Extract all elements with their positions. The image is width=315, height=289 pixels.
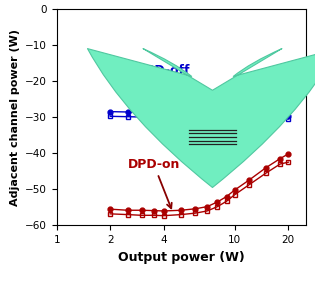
Text: DPD-on: DPD-on [128, 158, 180, 208]
X-axis label: Output power (W): Output power (W) [118, 251, 244, 264]
Text: DPD-off: DPD-off [136, 64, 191, 110]
Y-axis label: Adjacent channel power (W): Adjacent channel power (W) [9, 29, 20, 205]
